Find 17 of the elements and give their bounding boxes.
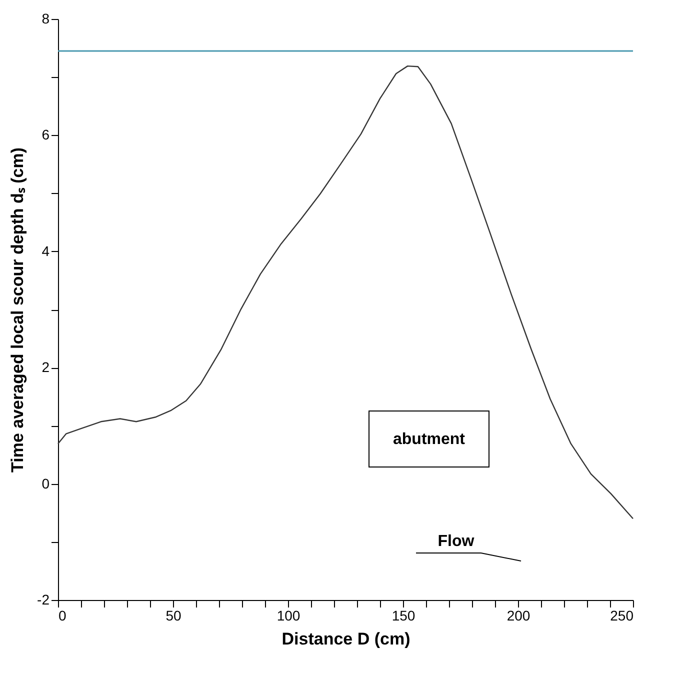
annotation: abutment (393, 431, 466, 448)
x-tick-label: 200 (506, 608, 530, 624)
y-tick-label: 8 (42, 10, 50, 26)
line-series (57, 65, 634, 520)
x-tick-label: 50 (166, 608, 182, 624)
x-tick-label: 0 (58, 608, 66, 624)
y-tick-label: 2 (42, 359, 50, 376)
y-tick-label: -2 (37, 592, 50, 608)
y-tick-label: 6 (42, 126, 50, 143)
annotation: Flow (438, 533, 475, 550)
y-tick-label: 4 (42, 242, 50, 259)
y-tick-label: 0 (42, 475, 50, 492)
x-axis-title: Distance D (cm) (282, 630, 410, 648)
x-tick-label: 100 (276, 608, 300, 624)
x-tick-label: 250 (610, 608, 634, 624)
x-tick-label: 150 (392, 608, 416, 624)
y-axis-title: Time averaged local scour depth dₛ (cm) (8, 148, 28, 472)
